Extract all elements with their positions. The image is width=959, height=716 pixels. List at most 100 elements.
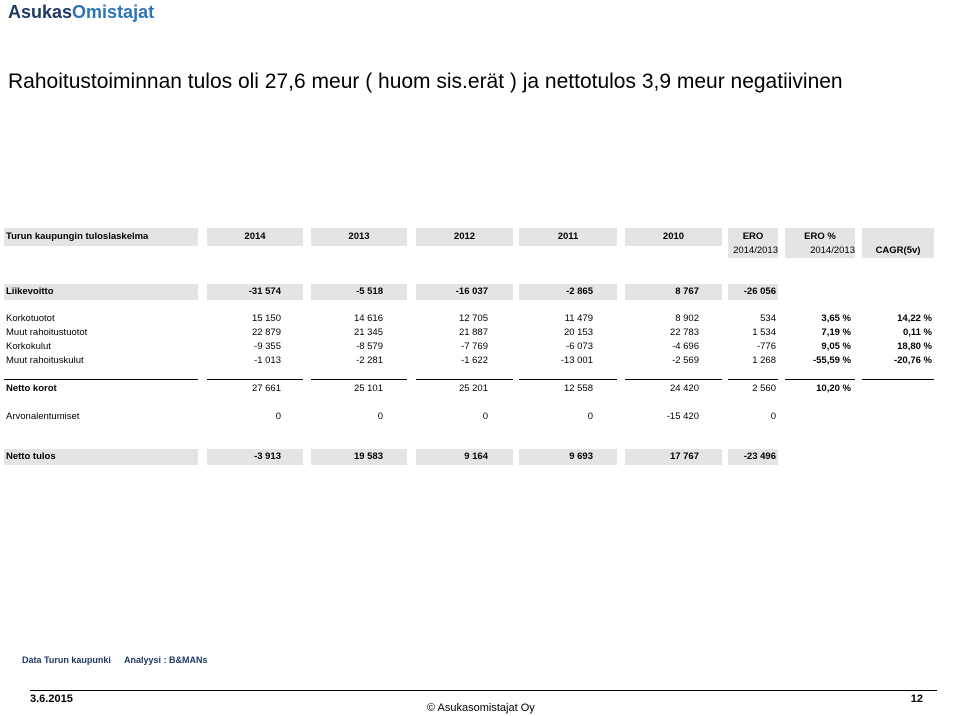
rule-3 <box>416 379 513 380</box>
table-cell: -5 518 <box>356 286 383 297</box>
table-cell: 25 201 <box>458 383 488 394</box>
netto-tulos-bg-2 <box>311 449 407 465</box>
table-cell: 2 560 <box>752 383 776 394</box>
page-number: 12 <box>910 693 923 705</box>
netto-tulos-bg-6 <box>728 449 778 465</box>
logo: AsukasOmistajat <box>8 2 155 22</box>
table-cell: 3,65 % <box>821 313 851 324</box>
table-cell: 0 <box>770 411 776 422</box>
liikevoitto-bg-5 <box>625 284 722 300</box>
column-header: 2013 <box>348 231 370 242</box>
table-cell: -4 696 <box>672 341 699 352</box>
liikevoitto-bg-3 <box>416 284 513 300</box>
rule-1 <box>207 379 303 380</box>
table-cell: -776 <box>756 341 776 352</box>
table-cell: 0 <box>275 411 281 422</box>
rule-5 <box>625 379 722 380</box>
row-label: Liikevoitto <box>6 286 54 297</box>
header-bg-cagr <box>862 228 934 258</box>
row-label: Netto tulos <box>6 451 56 462</box>
table-cell: 9 693 <box>569 451 593 462</box>
rule-6 <box>728 379 778 380</box>
table-cell: -8 579 <box>356 341 383 352</box>
header-bg-2010 <box>625 228 722 246</box>
table-cell: -20,76 % <box>893 355 932 366</box>
netto-tulos-bg-5 <box>625 449 722 465</box>
table-cell: -9 355 <box>254 341 281 352</box>
table-cell: 18,80 % <box>897 341 932 352</box>
table-cell: -26 056 <box>743 286 776 297</box>
table-cell: 0 <box>377 411 383 422</box>
column-header: 2011 <box>557 231 579 242</box>
row-label: Korkokulut <box>6 341 51 352</box>
rule-7 <box>785 379 855 380</box>
row-label: Muut rahoitustuotot <box>6 327 88 338</box>
header-bg-2012 <box>416 228 513 246</box>
page-headline: Rahoitustoiminnan tulos oli 27,6 meur ( … <box>8 70 843 93</box>
table-cell: 0 <box>482 411 488 422</box>
rule-2 <box>311 379 407 380</box>
table-cell: -2 865 <box>566 286 593 297</box>
table-cell: 14,22 % <box>897 313 932 324</box>
header-bg-2011 <box>519 228 617 246</box>
table-cell: -6 073 <box>566 341 593 352</box>
table-cell: 1 534 <box>752 327 776 338</box>
netto-tulos-bg-3 <box>416 449 513 465</box>
table-cell: -2 569 <box>672 355 699 366</box>
table-cell: 534 <box>760 313 776 324</box>
table-cell: 8 902 <box>675 313 699 324</box>
table-cell: 8 767 <box>675 286 699 297</box>
table-cell: -23 496 <box>743 451 776 462</box>
liikevoitto-bg-4 <box>519 284 617 300</box>
table-cell: -31 574 <box>248 286 281 297</box>
table-cell: 1 268 <box>752 355 776 366</box>
footer-copyright: © Asukasomistajat Oy <box>427 702 535 714</box>
table-cell: 25 101 <box>353 383 383 394</box>
column-subheader: 2014/2013 <box>733 245 778 256</box>
table-cell: 20 153 <box>563 327 593 338</box>
row-label: Muut rahoituskulut <box>6 355 84 366</box>
table-cell: -1 622 <box>461 355 488 366</box>
table-cell: -15 420 <box>666 411 699 422</box>
table-cell: 9 164 <box>464 451 488 462</box>
table-cell: 24 420 <box>669 383 699 394</box>
column-header: 2014 <box>244 231 266 242</box>
footer-date: 3.6.2015 <box>30 693 73 705</box>
column-header: 2012 <box>453 231 476 242</box>
table-cell: 27 661 <box>251 383 281 394</box>
table-cell: 9,05 % <box>821 341 851 352</box>
table-cell: 17 767 <box>669 451 699 462</box>
table-cell: -2 281 <box>356 355 383 366</box>
header-bg-2014 <box>207 228 303 246</box>
column-header: ERO % <box>804 231 836 242</box>
header-label-bg <box>4 228 198 246</box>
table-cell: 0 <box>587 411 593 422</box>
table-cell: 21 345 <box>353 327 383 338</box>
table-cell: 19 583 <box>353 451 383 462</box>
row-label: Arvonalentumiset <box>6 411 80 422</box>
liikevoitto-bg-label <box>4 284 198 300</box>
netto-tulos-bg-1 <box>207 449 303 465</box>
table-cell: -55,59 % <box>812 355 851 366</box>
footer-divider <box>30 690 937 691</box>
netto-tulos-bg-label <box>4 449 198 465</box>
table-cell: 21 887 <box>458 327 488 338</box>
liikevoitto-bg-6 <box>728 284 778 300</box>
table-cell: -1 013 <box>254 355 281 366</box>
rule-label <box>4 379 198 380</box>
table-cell: 12 705 <box>458 313 488 324</box>
table-cell: -7 769 <box>461 341 488 352</box>
table-cell: 15 150 <box>251 313 281 324</box>
header-bg-2013 <box>311 228 407 246</box>
table-cell: 22 783 <box>669 327 699 338</box>
table-cell: -16 037 <box>455 286 488 297</box>
column-header: ERO <box>742 231 764 242</box>
table-cell: 22 879 <box>251 327 281 338</box>
header-bg-ero-pct <box>785 228 855 258</box>
table-cell: 11 479 <box>564 313 593 324</box>
rule-8 <box>862 379 934 380</box>
row-label: Netto korot <box>6 383 57 394</box>
table-cell: 0,11 % <box>902 327 932 338</box>
liikevoitto-bg-2 <box>311 284 407 300</box>
column-subheader: 2014/2013 <box>810 245 855 256</box>
